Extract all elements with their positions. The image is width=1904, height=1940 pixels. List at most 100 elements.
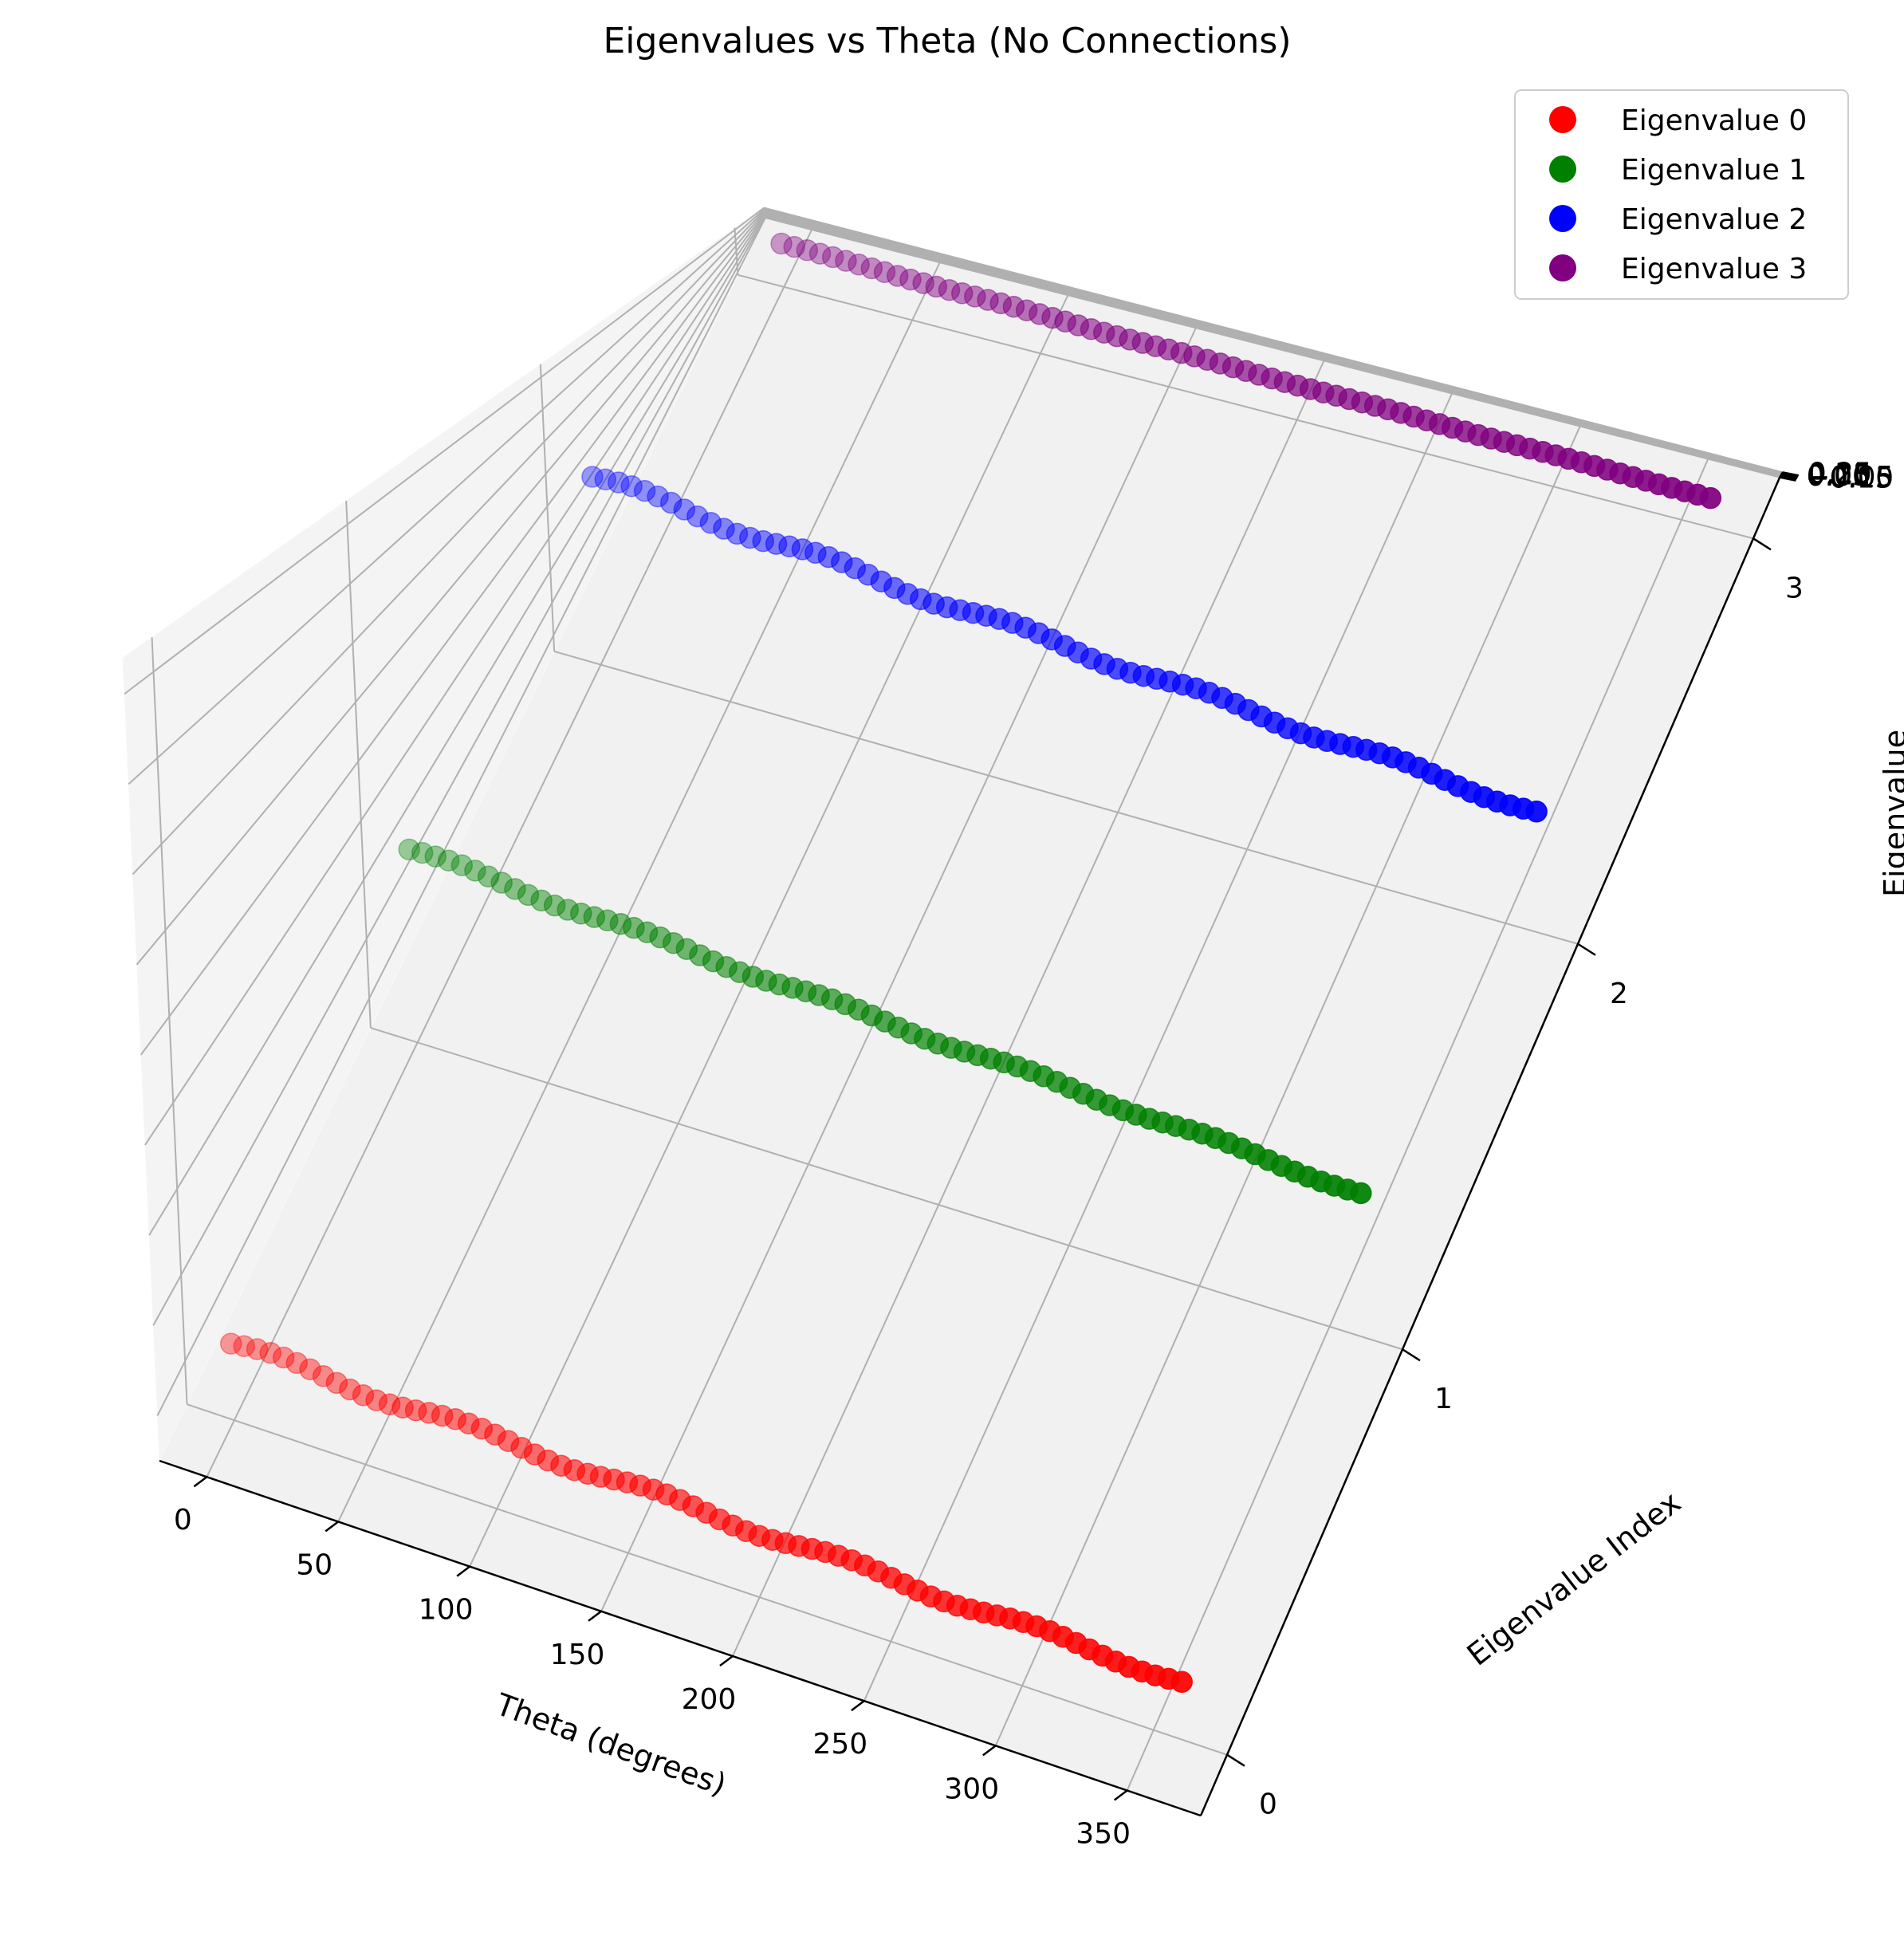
legend-marker [1549,205,1576,232]
legend-label: Eigenvalue 2 [1621,203,1807,236]
data-point [391,1396,414,1419]
data-point [583,906,606,928]
y-tick-label: 0 [1259,1788,1277,1821]
data-point [796,239,819,262]
data-point [647,485,669,508]
legend-label: Eigenvalue 1 [1621,154,1807,187]
data-point [543,894,566,917]
grid-line-x-floor [994,426,1581,1746]
legend-label: Eigenvalue 3 [1621,253,1807,285]
tick-labels: 0 50 100 150 200 250 300 350 0 1 2 3 −0.15−0.10−0.05… [174,457,1894,1850]
data-point [899,268,922,291]
x-tick-label: 0 [174,1504,192,1537]
z-tick-label: −0.10 [1806,462,1894,494]
x-axis-line [159,1459,1202,1817]
series-1 [398,838,1372,1205]
legend-marker [1549,106,1576,133]
x-tick-label: 50 [296,1548,332,1581]
data-point [259,1341,281,1364]
data-point [581,466,604,488]
grid-line-y-floor [738,273,1754,540]
data-point [219,1332,242,1355]
data-point [325,1371,348,1395]
x-tick-label: 350 [1076,1818,1131,1851]
data-point [570,903,592,925]
z-tick-label: 0.25 [1808,457,1872,490]
data-point [557,899,579,921]
data-points [219,232,1722,1694]
data-point [594,468,617,491]
series-2 [581,466,1548,823]
grid-lines [124,207,1784,1791]
series-0 [219,1332,1193,1694]
z-tick-label: 0.05 [1807,459,1871,492]
data-point [821,246,844,269]
data-point [950,282,974,305]
grid-line-x-floor [469,295,1068,1568]
data-point [418,1402,440,1424]
data-point [517,883,540,907]
y-tick-mark [1577,942,1596,956]
z-tick-label: 0.20 [1808,458,1871,490]
data-point [912,272,934,294]
data-point [398,838,420,861]
data-point [620,474,643,498]
y-tick-mark [1226,1753,1245,1767]
data-point [699,512,722,534]
data-point [860,257,883,280]
x-tick-mark [982,1745,997,1757]
data-point [739,526,761,549]
data-point [437,849,460,872]
y-tick-label: 2 [1610,978,1628,1010]
data-point [752,529,774,553]
data-point [783,235,805,258]
data-point [490,872,513,894]
data-point [378,1393,401,1415]
x-tick-mark [1113,1789,1128,1801]
z-tick-label: −0.15 [1805,462,1893,495]
grid-line-x-floor [732,360,1325,1657]
data-point [312,1365,335,1387]
x-tick-mark [588,1610,602,1622]
data-point [609,912,632,935]
data-point [925,275,948,298]
data-point [272,1346,295,1369]
x-tick-label: 150 [550,1639,605,1671]
grid-line-y-floor [370,1027,1403,1351]
data-point [886,265,909,287]
z-tick-label: 0.10 [1807,459,1871,492]
y-tick-label: 1 [1434,1383,1453,1415]
grid-line-x-floor [1126,458,1709,1791]
data-point [770,232,793,255]
z-tick-label: −0.05 [1806,461,1894,494]
data-point [339,1378,361,1401]
data-point [686,505,709,528]
data-point [299,1358,321,1381]
data-point [726,522,749,545]
data-point [233,1335,255,1358]
grid-line-y-floor [187,1403,1228,1756]
y-tick-mark [1402,1348,1421,1362]
x-tick-mark [456,1565,470,1577]
data-point [464,860,486,882]
x-tick-label: 250 [812,1728,867,1761]
grid-line-z-side [140,212,765,1056]
grid-line-z-side [148,214,766,1236]
grid-line-z-side [152,216,766,1326]
data-point [673,498,696,521]
data-point [352,1384,375,1407]
data-point [808,242,832,265]
y-tick-label: 3 [1785,572,1804,604]
data-point [431,1404,454,1427]
z-tick-mark [1782,471,1800,477]
data-point [765,533,788,555]
legend-box [1514,89,1849,300]
x-tick-mark [325,1521,340,1533]
data-point [713,517,735,540]
grid-line-y-floor [553,650,1579,945]
z-axis-label: Eigenvalue [1878,730,1904,897]
x-tick-label: 300 [944,1773,999,1805]
data-point [835,250,857,272]
grid-line-z-side [132,210,765,876]
